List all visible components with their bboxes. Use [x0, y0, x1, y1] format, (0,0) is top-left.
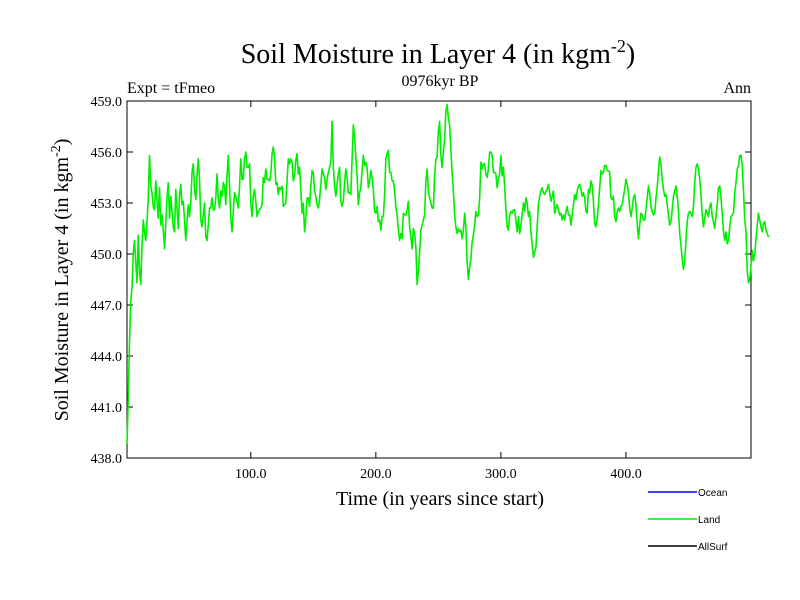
period-label: 0976kyr BP: [402, 73, 479, 90]
experiment-label: Expt = tFmeo: [127, 80, 215, 97]
x-axis-title: Time (in years since start): [336, 488, 544, 510]
legend-label-allsurf: AllSurf: [698, 542, 728, 553]
y-tick-label: 438.0: [91, 452, 123, 467]
y-axis-title: Soil Moisture in Layer 4 (in kgm-2): [49, 139, 73, 422]
legend: Ocean Land AllSurf: [648, 488, 728, 553]
x-tick-label: 300.0: [485, 467, 517, 482]
y-tick-label: 441.0: [91, 401, 123, 416]
y-tick-label: 450.0: [91, 248, 123, 263]
x-tick-label: 200.0: [360, 467, 392, 482]
plot-frame: [126, 100, 752, 459]
x-axis: 100.0 200.0 300.0 400.0: [235, 101, 642, 482]
x-tick-label: 400.0: [610, 467, 642, 482]
y-tick-label: 447.0: [91, 299, 123, 314]
legend-label-ocean: Ocean: [698, 488, 727, 499]
season-label: Ann: [723, 80, 751, 97]
y-tick-label: 444.0: [91, 350, 123, 365]
legend-label-land: Land: [698, 515, 720, 526]
y-axis: 438.0 441.0 444.0 447.0 450.0 453.0 456.0 459.0: [91, 95, 751, 467]
y-tick-label: 459.0: [91, 95, 123, 110]
series-line-land: [126, 103, 770, 445]
chart-title: Soil Moisture in Layer 4 (in kgm-2): [241, 36, 636, 70]
x-tick-label: 100.0: [235, 467, 267, 482]
y-tick-label: 456.0: [91, 146, 123, 161]
y-tick-label: 453.0: [91, 197, 123, 212]
